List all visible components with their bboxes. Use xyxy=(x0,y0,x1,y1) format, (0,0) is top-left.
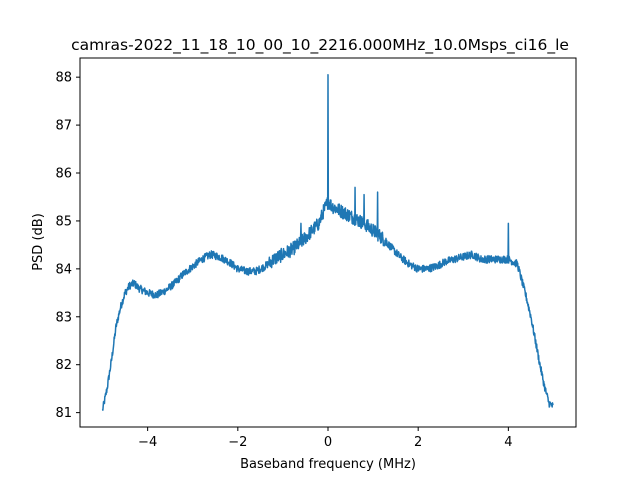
y-tick-label: 86 xyxy=(55,167,72,182)
plot-frame xyxy=(79,57,577,428)
x-tick-label: 0 xyxy=(324,435,332,450)
series-line-0 xyxy=(101,74,554,411)
y-tick-label: 87 xyxy=(55,119,72,134)
tick-layer: −4 −2 0 2 4 81 82 83 84 85 86 87 88 xyxy=(55,71,512,450)
y-tick-label: 81 xyxy=(55,406,72,421)
x-tick-label: 4 xyxy=(504,435,512,450)
y-tick-label: 83 xyxy=(55,310,72,325)
x-tick-label: −4 xyxy=(138,435,157,450)
y-tick-label: 82 xyxy=(55,358,72,373)
y-tick-label: 88 xyxy=(55,71,72,86)
y-tick-label: 84 xyxy=(55,262,72,277)
y-axis-label: PSD (dB) xyxy=(31,213,46,271)
x-axis-label: Baseband frequency (MHz) xyxy=(240,457,416,472)
series-layer xyxy=(101,74,554,411)
x-tick-label: 2 xyxy=(414,435,422,450)
y-tick-label: 85 xyxy=(55,214,72,229)
x-tick-label: −2 xyxy=(228,435,247,450)
chart-title: camras-2022_11_18_10_00_10_2216.000MHz_1… xyxy=(71,36,569,55)
